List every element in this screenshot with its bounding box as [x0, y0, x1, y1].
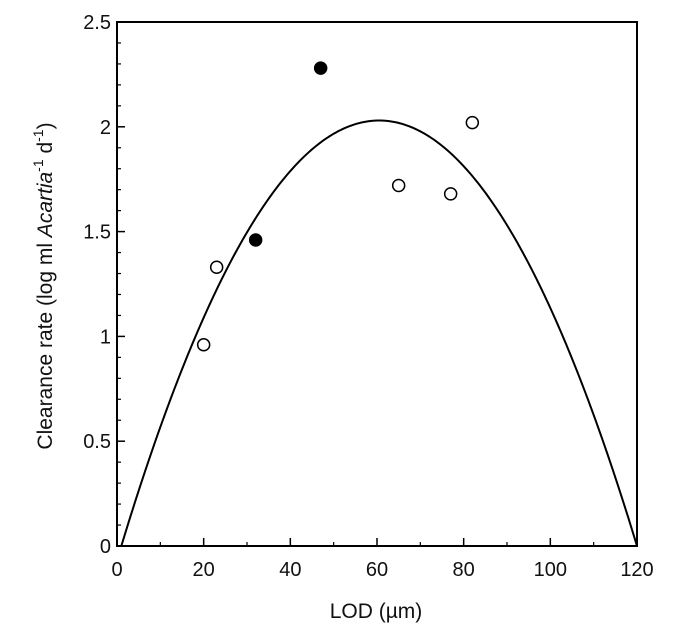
x-axis-title: LOD (µm): [330, 600, 423, 623]
y-axis-title-italic: Acartia: [34, 172, 57, 239]
y-tick-label: 2: [100, 117, 111, 139]
x-tick-label: 40: [279, 559, 301, 581]
y-axis-ticks: 0 0.5 1 1.5 2 2.5: [83, 12, 125, 558]
data-points: [196, 61, 480, 352]
x-tick-label: 120: [620, 559, 653, 581]
fit-curve: [120, 119, 638, 547]
data-point-filled: [248, 233, 263, 247]
data-point-open: [443, 187, 458, 201]
y-tick-label: 0: [100, 536, 111, 558]
fit-curve-layer: [120, 119, 638, 547]
plot-frame: [116, 21, 638, 547]
y-axis-title-suffix: ): [34, 122, 57, 129]
x-tick-label: 60: [366, 559, 388, 581]
data-point-filled: [313, 61, 328, 75]
y-tick-label: 2.5: [83, 12, 111, 34]
x-tick-label: 0: [111, 559, 122, 581]
y-axis-title-sup2: -1: [30, 129, 46, 142]
plot-border: [116, 21, 638, 547]
y-tick-label: 1.5: [83, 222, 111, 244]
data-point-open: [391, 178, 406, 193]
y-tick-label: 0.5: [83, 431, 111, 453]
y-axis-title: Clearance rate (log ml Acartia-1 d-1): [30, 122, 57, 449]
x-tick-label: 20: [193, 559, 215, 581]
x-axis-ticks: 0 20 40 60 80 100 120: [111, 538, 654, 581]
y-axis-title-mid: d: [34, 142, 57, 160]
x-tick-label: 100: [534, 559, 567, 581]
x-tick-label: 80: [453, 559, 475, 581]
y-axis-title-prefix: Clearance rate (log ml: [34, 237, 57, 449]
data-point-open: [209, 260, 224, 274]
data-point-open: [196, 338, 211, 352]
y-axis-title-sup1: -1: [30, 159, 46, 172]
y-tick-label: 1: [100, 326, 111, 348]
data-point-open: [465, 115, 480, 130]
